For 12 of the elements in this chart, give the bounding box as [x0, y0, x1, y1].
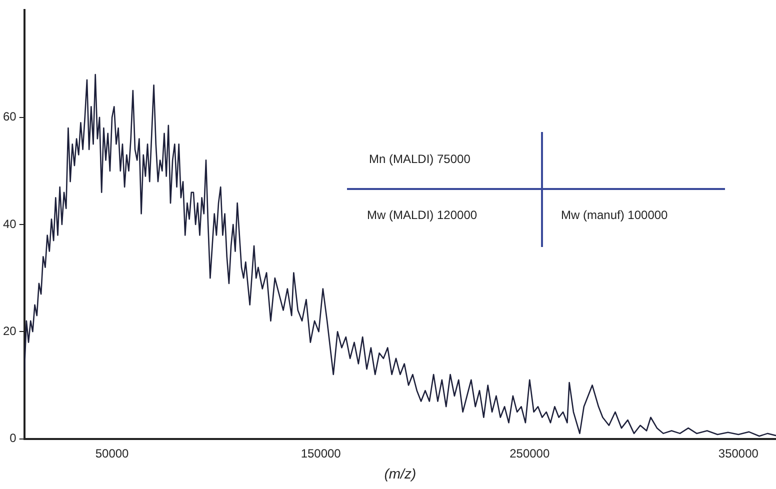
y-tick-label: 40	[2, 216, 17, 231]
x-tick-label: 150000	[300, 446, 342, 460]
annotation: Mw (manuf) 100000	[561, 208, 668, 222]
x-tick-label: 50000	[95, 446, 130, 460]
x-axis-title: (m/z)	[384, 465, 416, 482]
y-tick-label: 60	[2, 110, 17, 124]
annotation: Mw (MALDI) 120000	[367, 208, 478, 222]
x-tick-label: 350000	[718, 446, 759, 460]
x-tick-label: 250000	[510, 446, 550, 460]
y-tick-label: 0	[10, 431, 17, 446]
y-tick-label: 20	[2, 324, 17, 338]
annotation: Mn (MALDI) 75000	[369, 152, 470, 166]
